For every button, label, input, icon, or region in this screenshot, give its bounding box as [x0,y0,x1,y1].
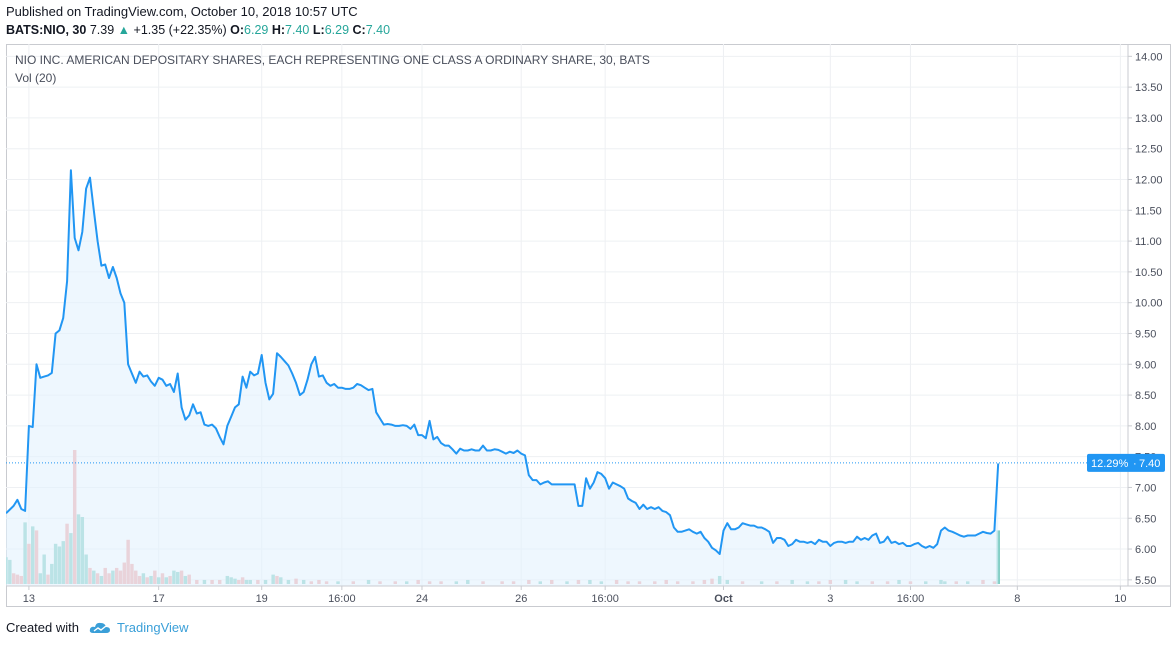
badge-price: 7.40 [1139,458,1160,470]
chart-title: NIO INC. AMERICAN DEPOSITARY SHARES, EAC… [15,53,650,67]
y-tick-label: 5.50 [1135,575,1156,587]
low-label: L: [312,23,325,37]
x-tick-label: 3 [827,593,833,605]
time-axis[interactable]: 13 17 19 16:00 24 26 16:00 Oct 3 16:00 8 10 [23,586,1127,605]
low-value: 6.29 [324,23,350,37]
y-tick-label: 11.00 [1135,236,1162,248]
y-tick-label: 14.00 [1135,51,1163,63]
y-tick-label: 9.00 [1135,359,1156,371]
close-value: 7.40 [365,23,391,37]
y-tick-label: 8.50 [1135,390,1156,402]
y-tick-label: 13.50 [1135,82,1163,94]
x-tick-label: 10 [1114,593,1126,605]
x-tick-label: 16:00 [328,593,356,605]
last-price: 7.39 [89,23,115,37]
y-tick-label: 12.00 [1135,175,1163,187]
chart-frame[interactable] [6,44,1171,607]
x-tick-label: 24 [416,593,428,605]
published-line: Published on TradingView.com, October 10… [6,4,358,19]
x-tick-label: 26 [515,593,527,605]
high-label: H: [271,23,286,37]
close-label: C: [352,23,366,37]
x-tick-label: 16:00 [591,593,619,605]
high-value: 7.40 [285,23,310,37]
y-tick-label: 6.00 [1135,544,1156,556]
price-change: +1.35 (+22.35%) [133,23,227,37]
price-area [6,170,999,587]
x-tick-label: 16:00 [897,593,925,605]
y-tick-label: 10.50 [1135,267,1163,279]
y-tick-label: 8.00 [1135,421,1156,433]
x-tick-label: 19 [256,593,268,605]
x-tick-label: 17 [153,593,165,605]
tradingview-link[interactable]: TradingView [116,620,189,635]
y-tick-label: 12.50 [1135,144,1163,156]
x-tick-label: Oct [714,593,733,605]
y-tick-label: 7.00 [1135,482,1156,494]
volume-bar [996,530,1000,584]
open-value: 6.29 [244,23,269,37]
y-tick-label: 11.50 [1135,205,1162,217]
x-tick-label: 13 [23,593,35,605]
y-tick-label: 13.00 [1135,113,1163,125]
price-line [6,169,1000,555]
footer: Created with TradingView [6,619,189,637]
badge-separator: · [1133,458,1137,470]
last-value-badge: 12.29% · 7.40 [1087,453,1165,472]
y-tick-label: 6.50 [1135,513,1156,525]
price-axis[interactable]: 14.00 13.50 13.00 12.50 12.00 11.50 11.00 10.50… [1128,51,1163,587]
y-tick-label: 9.50 [1135,328,1156,340]
x-tick-label: 8 [1014,593,1020,605]
volume-legend: Vol (20) [15,71,56,85]
tradingview-logo-icon [89,622,110,633]
price-chart[interactable]: 14.00 13.50 13.00 12.50 12.00 11.50 11.00 10.50… [6,44,1171,607]
open-label: O: [230,23,245,37]
y-tick-label: 10.00 [1135,298,1163,310]
symbol-label: BATS:NIO, 30 [6,23,87,37]
quote-line: BATS:NIO, 30 7.39 ▲ +1.35 (+22.35%) O:6.… [6,21,390,39]
created-with-label: Created with [6,620,79,635]
up-arrow-icon: ▲ [117,23,131,37]
badge-percent: 12.29% [1091,458,1129,470]
